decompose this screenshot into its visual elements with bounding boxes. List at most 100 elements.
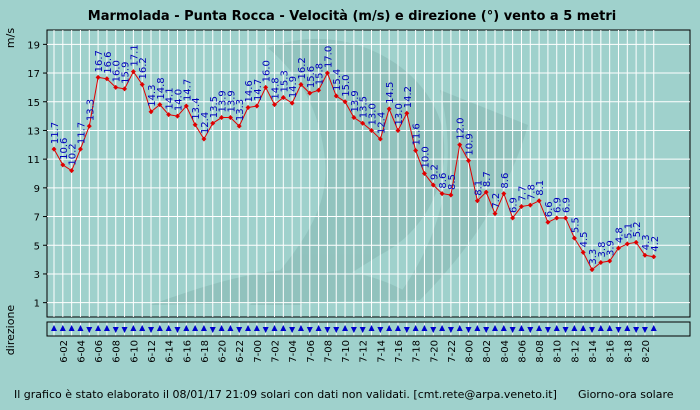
data-label: 14.9: [288, 76, 299, 98]
direction-marker: [253, 325, 260, 331]
x-tick-label: 6-16: [182, 340, 193, 363]
y-tick-label: 11: [27, 155, 40, 166]
direction-marker: [483, 327, 490, 333]
direction-marker: [59, 325, 66, 331]
data-label: 10.2: [68, 143, 79, 165]
direction-marker: [544, 327, 551, 333]
data-label: 14.1: [165, 87, 176, 109]
data-label: 3.3: [588, 249, 599, 265]
data-label: 16.6: [103, 52, 114, 74]
data-label: 4.3: [641, 234, 652, 250]
data-point: [86, 123, 92, 129]
data-label: 17.0: [323, 46, 334, 68]
x-tick-label: 8-12: [570, 340, 581, 363]
direction-marker: [227, 325, 234, 331]
y-tick-label: 7: [34, 213, 40, 224]
x-tick-label: 8-00: [465, 340, 476, 363]
data-point: [580, 249, 586, 255]
data-label: 14.7: [182, 79, 193, 101]
direction-marker: [174, 327, 181, 333]
direction-marker: [359, 327, 366, 333]
direction-marker: [394, 325, 401, 331]
data-point: [254, 103, 260, 109]
direction-marker: [386, 325, 393, 331]
direction-marker: [245, 325, 252, 331]
footer-note: Il grafico è stato elaborato il 08/01/17…: [14, 388, 557, 401]
direction-marker: [218, 325, 225, 331]
data-point: [536, 198, 542, 204]
x-tick-label: 7-12: [359, 340, 370, 363]
y-axis-label: m/s: [4, 28, 17, 48]
data-label: 12.4: [376, 112, 387, 134]
x-axis-label: Giorno-ora solare: [578, 388, 674, 401]
data-point: [642, 252, 648, 258]
data-point: [501, 191, 507, 197]
direction-marker: [641, 327, 648, 333]
data-label: 6.6: [544, 201, 555, 217]
data-label: 15.3: [279, 70, 290, 92]
data-point: [554, 215, 560, 221]
direction-marker: [597, 325, 604, 331]
data-label: 13.9: [218, 90, 229, 112]
y-tick-label: 5: [34, 241, 40, 252]
x-tick-label: 6-20: [218, 340, 229, 363]
data-label: 3.9: [606, 240, 617, 256]
data-label: 15.0: [341, 74, 352, 96]
data-label: 4.2: [650, 236, 661, 252]
data-label: 7.7: [517, 186, 528, 202]
data-point: [157, 102, 163, 108]
x-tick-label: 7-14: [376, 340, 387, 363]
data-point: [113, 84, 119, 90]
data-label: 16.2: [297, 57, 308, 79]
data-point: [360, 120, 366, 126]
data-label: 13.5: [209, 96, 220, 118]
data-point: [289, 100, 295, 106]
direction-marker: [86, 327, 93, 333]
data-point: [492, 211, 498, 217]
data-point: [60, 162, 66, 168]
data-label: 16.0: [262, 60, 273, 82]
direction-marker: [95, 325, 102, 331]
y-tick-label: 1: [34, 299, 40, 310]
direction-marker: [456, 325, 463, 331]
direction-marker: [77, 325, 84, 331]
direction-marker: [465, 327, 472, 333]
data-point: [342, 99, 348, 105]
x-tick-label: 7-20: [429, 340, 440, 363]
data-point: [174, 113, 180, 119]
data-label: 14.6: [244, 80, 255, 102]
data-point: [139, 82, 145, 88]
data-point: [192, 122, 198, 128]
data-label: 13.9: [226, 90, 237, 112]
data-point: [183, 103, 189, 109]
data-label: 8.1: [473, 180, 484, 196]
x-tick-label: 6-08: [112, 340, 123, 363]
data-label: 15.4: [332, 69, 343, 91]
data-point: [466, 158, 472, 164]
data-point: [633, 239, 639, 245]
data-label: 15.9: [121, 62, 132, 84]
data-point: [272, 102, 277, 108]
data-label: 14.3: [147, 85, 158, 107]
direction-marker: [333, 327, 340, 333]
x-tick-label: 7-02: [271, 340, 282, 363]
data-label: 11.6: [412, 123, 423, 145]
x-tick-label: 7-22: [447, 340, 458, 363]
x-tick-label: 8-10: [553, 340, 564, 363]
data-point: [624, 241, 630, 247]
data-point: [395, 127, 401, 133]
data-label: 13.0: [368, 103, 379, 125]
data-point: [448, 192, 454, 198]
data-label: 12.4: [200, 112, 211, 134]
data-point: [324, 70, 330, 76]
direction-marker: [200, 325, 207, 331]
direction-marker: [306, 327, 313, 333]
data-point: [148, 109, 154, 115]
x-tick-label: 7-10: [341, 340, 352, 363]
direction-marker: [262, 327, 269, 333]
x-tick-label: 7-00: [253, 340, 264, 363]
data-point: [457, 142, 463, 148]
data-label: 6.9: [509, 197, 520, 213]
